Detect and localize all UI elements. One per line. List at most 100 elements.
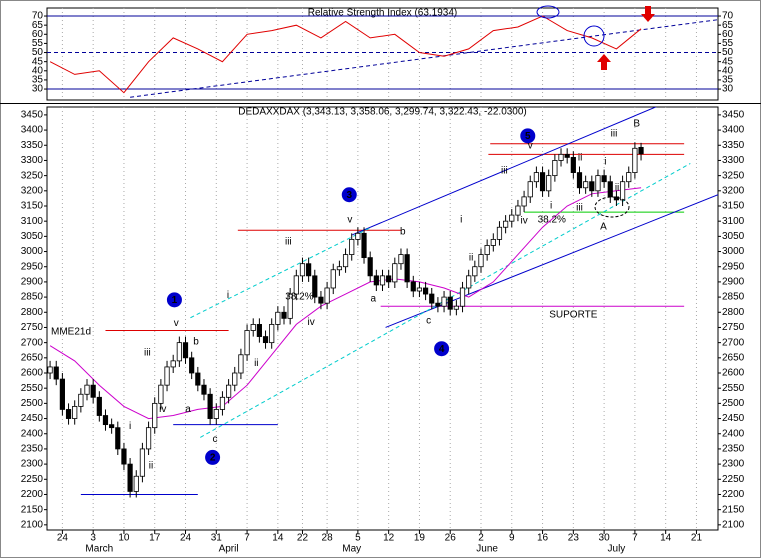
y-tick-label: 3250 — [21, 170, 44, 181]
annotation: 38.2% — [538, 214, 566, 225]
candle-body — [490, 238, 496, 246]
candle-body — [219, 396, 226, 410]
candle-body — [299, 263, 306, 277]
candle-body — [533, 172, 539, 183]
y-tick-label-right: 2800 — [722, 307, 745, 318]
candle-body — [632, 147, 638, 173]
x-tick-label: 30 — [599, 533, 611, 544]
candle-body — [115, 427, 121, 450]
y-tick-label-right: 3050 — [722, 231, 745, 242]
x-tick-label: 7 — [632, 533, 638, 544]
y-tick-label: 2850 — [21, 292, 44, 303]
y-tick-label: 2200 — [21, 489, 44, 500]
y-tick-label: 70 — [32, 11, 44, 22]
candle-body — [226, 384, 232, 398]
candle-body — [102, 415, 109, 426]
y-tick-label-right: 2100 — [722, 519, 745, 530]
candle-body — [576, 172, 583, 189]
y-tick-label-right: 3400 — [722, 125, 745, 136]
y-tick-label-right: 50 — [722, 47, 734, 58]
y-tick-label: 30 — [32, 84, 44, 95]
month-label: May — [342, 544, 361, 555]
y-tick-label-right: 2550 — [722, 383, 745, 394]
y-tick-label: 2500 — [21, 398, 44, 409]
candle-body — [422, 287, 429, 295]
annotation: A — [600, 221, 607, 232]
y-tick-label-right: 2500 — [722, 398, 745, 409]
annotation: iv — [307, 317, 314, 328]
candle-body — [201, 384, 207, 395]
y-tick-label-right: 2150 — [722, 504, 745, 515]
y-tick-label-right: 2450 — [722, 413, 745, 424]
y-tick-label: 35 — [32, 75, 44, 86]
y-tick-label-right: 40 — [722, 65, 734, 76]
annotation: iii — [285, 236, 292, 247]
candle-body — [472, 266, 478, 277]
candle-body — [78, 393, 84, 407]
candle-body — [189, 357, 195, 374]
candle-body — [53, 366, 59, 380]
candle-body — [503, 220, 509, 228]
x-tick-label: 24 — [180, 533, 192, 544]
candle-body — [287, 293, 293, 319]
y-tick-label: 2550 — [21, 383, 44, 394]
wave-number: 1 — [172, 295, 178, 306]
y-tick-label: 2900 — [21, 277, 44, 288]
candle-body — [342, 254, 349, 268]
wave-marker — [434, 341, 450, 357]
rsi-frame — [46, 7, 719, 101]
y-tick-label-right: 2250 — [722, 474, 745, 485]
y-tick-label-right: 3150 — [722, 201, 745, 212]
candle-body — [619, 181, 626, 201]
candle-body — [558, 153, 564, 161]
candle-body — [127, 463, 133, 492]
trend-line — [130, 19, 718, 98]
candle-body — [121, 448, 127, 465]
candle-body — [496, 226, 503, 240]
candle-body — [349, 238, 355, 255]
x-tick-label: 10 — [118, 533, 130, 544]
candle-body — [244, 330, 250, 356]
x-tick-label: 12 — [383, 533, 395, 544]
candle-body — [145, 427, 152, 450]
candle-body — [65, 409, 72, 419]
candle-body — [515, 205, 521, 216]
candle-body — [552, 160, 558, 177]
wave-marker — [341, 187, 357, 203]
highlight-ellipse — [594, 196, 630, 218]
highlight-ellipse — [583, 25, 605, 47]
y-tick-label: 2800 — [21, 307, 44, 318]
candle-body — [367, 257, 373, 277]
candle-body — [232, 372, 238, 386]
candle-body — [306, 263, 312, 277]
candle-body — [398, 254, 404, 265]
month-label: April — [219, 544, 239, 555]
annotation: ii — [149, 460, 153, 471]
candle-body — [293, 275, 299, 295]
y-tick-label: 60 — [32, 29, 44, 40]
moving-average — [49, 187, 642, 420]
trend-line — [352, 107, 657, 236]
annotation: iii — [501, 165, 508, 176]
annotation: iii — [611, 128, 618, 139]
annotation: ii — [615, 182, 619, 193]
candle-body — [466, 275, 472, 289]
candle-body — [527, 181, 533, 198]
x-tick-label: 24 — [57, 533, 69, 544]
y-tick-label-right: 2400 — [722, 428, 745, 439]
candle-body — [478, 254, 484, 268]
annotation: v — [347, 214, 352, 225]
y-tick-label: 40 — [32, 65, 44, 76]
y-tick-label: 2950 — [21, 261, 44, 272]
trend-line — [385, 194, 718, 328]
x-tick-label: 28 — [322, 533, 334, 544]
annotation: iv — [159, 404, 166, 415]
candle-body — [109, 424, 115, 429]
y-tick-label-right: 45 — [722, 56, 734, 67]
y-tick-label: 2350 — [21, 444, 44, 455]
candle-body — [626, 172, 632, 183]
y-tick-label-right: 65 — [722, 20, 734, 31]
annotation: 38.2% — [285, 291, 313, 302]
candle-body — [416, 287, 423, 292]
